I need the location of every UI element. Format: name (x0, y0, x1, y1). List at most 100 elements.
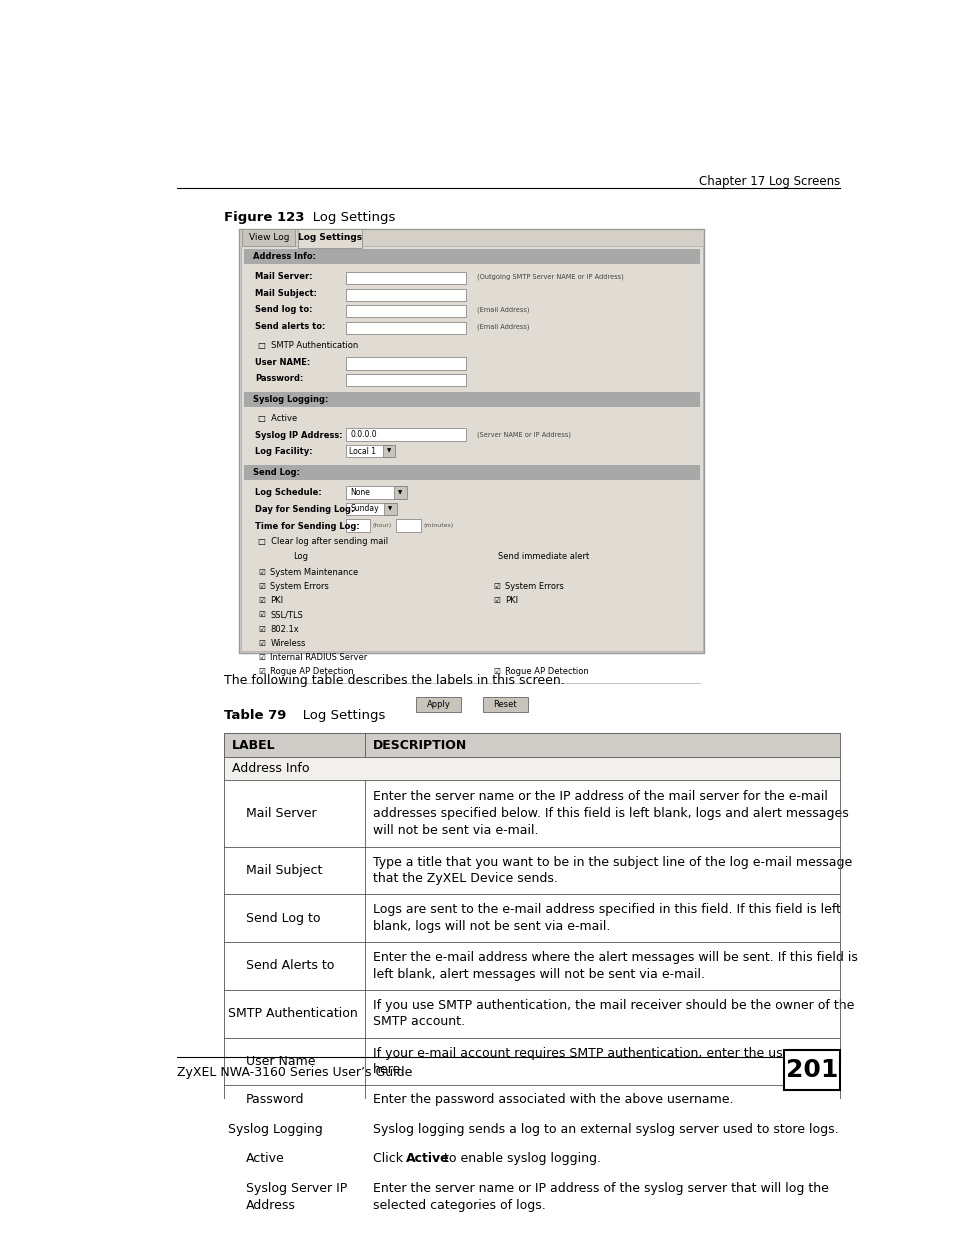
Text: (minutes): (minutes) (422, 522, 453, 529)
Text: Active: Active (245, 1152, 284, 1165)
Text: Mail Server: Mail Server (245, 806, 315, 820)
FancyBboxPatch shape (345, 289, 465, 301)
FancyBboxPatch shape (783, 1050, 840, 1091)
Text: ▼: ▼ (386, 448, 391, 453)
FancyBboxPatch shape (244, 393, 699, 406)
FancyBboxPatch shape (224, 1037, 840, 1086)
FancyBboxPatch shape (345, 445, 390, 457)
Text: Logs are sent to the e-mail address specified in this field. If this field is le: Logs are sent to the e-mail address spec… (373, 904, 840, 916)
FancyBboxPatch shape (224, 781, 840, 846)
Text: Syslog Logging:: Syslog Logging: (253, 395, 328, 404)
Text: Chapter 17 Log Screens: Chapter 17 Log Screens (698, 175, 840, 188)
Text: Syslog Logging: Syslog Logging (228, 1123, 322, 1136)
FancyBboxPatch shape (345, 305, 465, 317)
Text: Log Settings: Log Settings (290, 709, 385, 721)
FancyBboxPatch shape (345, 503, 395, 515)
Text: Send Log:: Send Log: (253, 468, 299, 477)
Text: PKI: PKI (505, 597, 517, 605)
Text: Send Alerts to: Send Alerts to (245, 960, 334, 972)
Text: Log: Log (293, 552, 308, 561)
FancyBboxPatch shape (224, 1086, 840, 1114)
Text: Type a title that you want to be in the subject line of the log e-mail message: Type a title that you want to be in the … (373, 856, 851, 868)
Text: ▼: ▼ (398, 490, 402, 495)
Text: Apply: Apply (426, 700, 450, 709)
Text: Enter the e-mail address where the alert messages will be sent. If this field is: Enter the e-mail address where the alert… (373, 951, 857, 965)
Text: (Server NAME or IP Address): (Server NAME or IP Address) (476, 432, 571, 438)
Text: Address Info: Address Info (232, 762, 309, 776)
FancyBboxPatch shape (224, 989, 840, 1037)
Text: (Outgoing SMTP Server NAME or IP Address): (Outgoing SMTP Server NAME or IP Address… (476, 273, 623, 280)
Text: ☑: ☑ (257, 653, 265, 662)
Text: ☑: ☑ (493, 667, 499, 677)
FancyBboxPatch shape (416, 697, 460, 713)
Text: Send alerts to:: Send alerts to: (254, 322, 325, 331)
Text: addresses specified below. If this field is left blank, logs and alert messages: addresses specified below. If this field… (373, 806, 847, 820)
Text: Mail Subject: Mail Subject (245, 864, 321, 877)
Text: ☑: ☑ (257, 610, 265, 619)
Text: Click: Click (373, 1152, 406, 1165)
Text: Send immediate alert: Send immediate alert (497, 552, 588, 561)
Text: Enter the server name or the IP address of the mail server for the e-mail: Enter the server name or the IP address … (373, 790, 826, 804)
Text: (hour): (hour) (373, 522, 392, 529)
FancyBboxPatch shape (345, 321, 465, 333)
Text: 201: 201 (785, 1058, 838, 1082)
Text: Password:: Password: (254, 374, 303, 383)
Text: Send Log to: Send Log to (245, 911, 320, 925)
FancyBboxPatch shape (244, 466, 699, 480)
Text: LABEL: LABEL (232, 739, 275, 752)
Text: Address: Address (245, 1199, 295, 1212)
Text: Mail Server:: Mail Server: (254, 272, 313, 282)
Text: Log Facility:: Log Facility: (254, 447, 313, 456)
FancyBboxPatch shape (224, 1144, 840, 1173)
Text: SMTP account.: SMTP account. (373, 1015, 464, 1029)
FancyBboxPatch shape (224, 942, 840, 989)
Text: ☑: ☑ (493, 582, 499, 590)
FancyBboxPatch shape (345, 520, 370, 531)
Text: to enable syslog logging.: to enable syslog logging. (439, 1152, 600, 1165)
FancyBboxPatch shape (345, 272, 465, 284)
Text: If you use SMTP authentication, the mail receiver should be the owner of the: If you use SMTP authentication, the mail… (373, 999, 853, 1011)
FancyBboxPatch shape (224, 894, 840, 942)
Text: 0.0.0.0: 0.0.0.0 (350, 430, 376, 440)
FancyBboxPatch shape (224, 1114, 840, 1144)
Text: Password: Password (245, 1093, 304, 1107)
Text: SMTP Authentication: SMTP Authentication (228, 1008, 357, 1020)
Text: Active: Active (406, 1152, 449, 1165)
FancyBboxPatch shape (345, 429, 465, 441)
FancyBboxPatch shape (224, 734, 840, 757)
Text: User Name: User Name (245, 1055, 314, 1068)
Text: 802.1x: 802.1x (270, 625, 299, 634)
Text: Address Info:: Address Info: (253, 252, 315, 261)
FancyBboxPatch shape (239, 228, 703, 652)
Text: ☑: ☑ (257, 568, 265, 577)
Text: Figure 123: Figure 123 (224, 211, 304, 225)
FancyBboxPatch shape (345, 357, 465, 369)
Text: ☑: ☑ (257, 667, 265, 677)
Text: Enter the password associated with the above username.: Enter the password associated with the a… (373, 1093, 733, 1107)
Text: Rogue AP Detection: Rogue AP Detection (505, 667, 588, 677)
FancyBboxPatch shape (224, 846, 840, 894)
Text: □  SMTP Authentication: □ SMTP Authentication (257, 341, 357, 350)
Text: View Log: View Log (249, 233, 289, 242)
Text: ☑: ☑ (493, 597, 499, 605)
Text: ZyXEL NWA-3160 Series User’s Guide: ZyXEL NWA-3160 Series User’s Guide (177, 1066, 413, 1078)
Text: ☑: ☑ (257, 582, 265, 590)
Text: Send log to:: Send log to: (254, 305, 312, 314)
Text: Log Schedule:: Log Schedule: (254, 489, 321, 498)
Text: System Errors: System Errors (270, 582, 329, 590)
Text: ☑: ☑ (257, 625, 265, 634)
FancyBboxPatch shape (345, 487, 406, 499)
Text: DESCRIPTION: DESCRIPTION (373, 739, 466, 752)
Text: will not be sent via e-mail.: will not be sent via e-mail. (373, 824, 537, 836)
Text: Syslog Server IP: Syslog Server IP (245, 1182, 347, 1195)
Text: ▼: ▼ (388, 506, 393, 511)
FancyBboxPatch shape (384, 503, 396, 515)
Text: (Email Address): (Email Address) (476, 324, 529, 330)
Text: Rogue AP Detection: Rogue AP Detection (270, 667, 354, 677)
Text: PKI: PKI (270, 597, 283, 605)
Text: Enter the server name or IP address of the syslog server that will log the: Enter the server name or IP address of t… (373, 1182, 828, 1195)
Text: Wireless: Wireless (270, 638, 306, 648)
Text: Mail Subject:: Mail Subject: (254, 289, 316, 298)
FancyBboxPatch shape (242, 228, 294, 246)
Text: selected categories of logs.: selected categories of logs. (373, 1199, 545, 1212)
